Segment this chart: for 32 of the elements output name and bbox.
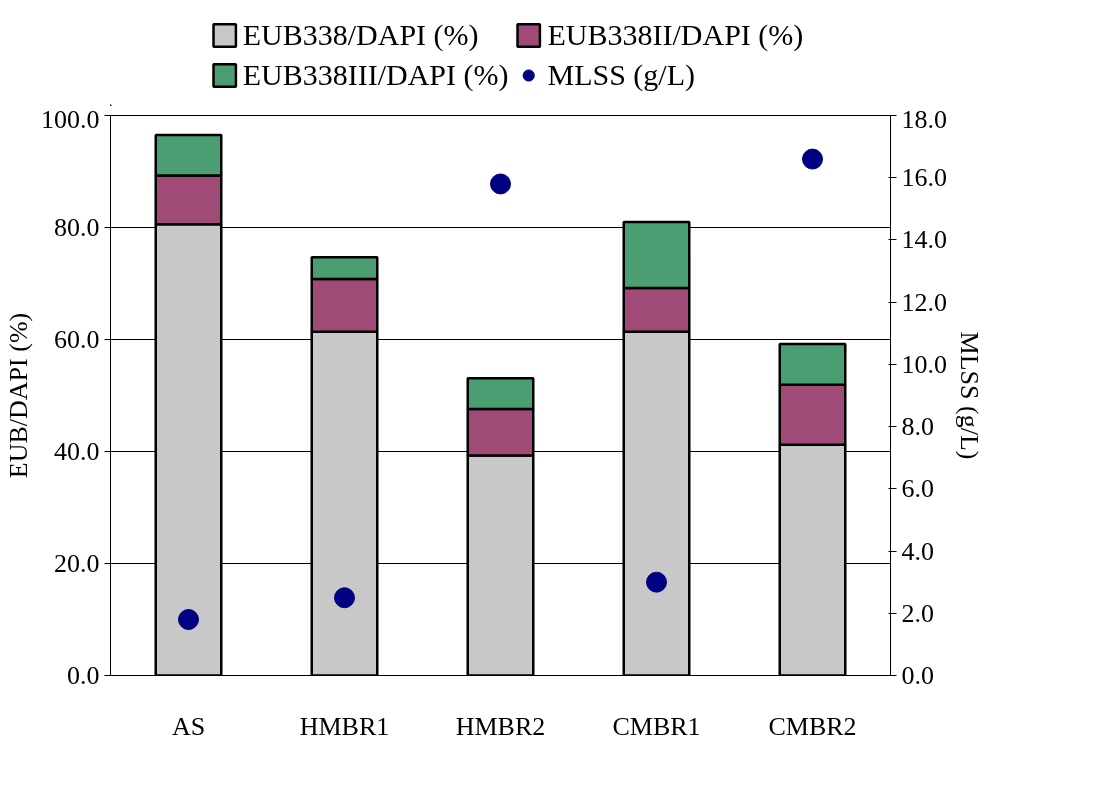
y2-tick-label: 0.0 xyxy=(901,661,934,690)
y-tick-label: 0.0 xyxy=(67,661,100,690)
y-tick-label: 80.0 xyxy=(54,213,100,242)
y2-tick-label: 18.0 xyxy=(901,104,947,134)
point xyxy=(178,609,199,630)
legend-label: EUB338II/DAPI (%) xyxy=(547,18,804,52)
point xyxy=(490,173,511,195)
legend-label: EUB338/DAPI (%) xyxy=(242,18,479,52)
y-tick-label: 100.0 xyxy=(41,104,100,134)
y2-axis-title: MLSS (g/L) xyxy=(955,331,984,460)
x-tick-label: HMBR2 xyxy=(455,711,546,741)
y2-tick-label: 14.0 xyxy=(901,225,947,255)
x-tick-label: AS xyxy=(171,711,206,741)
y2-tick-label: 6.0 xyxy=(901,474,934,504)
point xyxy=(646,571,667,593)
point xyxy=(802,148,823,170)
y-tick-label: 20.0 xyxy=(54,549,100,578)
y2-tick-label: 4.0 xyxy=(901,536,934,566)
y-tick-label: 40.0 xyxy=(54,437,100,466)
point xyxy=(334,587,355,609)
y2-tick-label: 8.0 xyxy=(901,412,934,442)
x-tick-label: CMBR1 xyxy=(612,711,701,741)
y2-tick-label: 16.0 xyxy=(901,163,947,193)
x-tick-label: HMBR1 xyxy=(299,711,390,741)
y-tick-label: 60.0 xyxy=(54,325,100,354)
y2-tick-label: 10.0 xyxy=(901,349,947,379)
y-axis-title: EUB/DAPI (%) xyxy=(4,312,33,479)
legend-label: EUB338III/DAPI (%) xyxy=(242,58,509,92)
legend-label: MLSS (g/L) xyxy=(547,58,696,92)
x-tick-label: CMBR2 xyxy=(768,711,857,741)
y2-tick-label: 2.0 xyxy=(901,598,934,628)
y2-tick-label: 12.0 xyxy=(901,287,947,317)
